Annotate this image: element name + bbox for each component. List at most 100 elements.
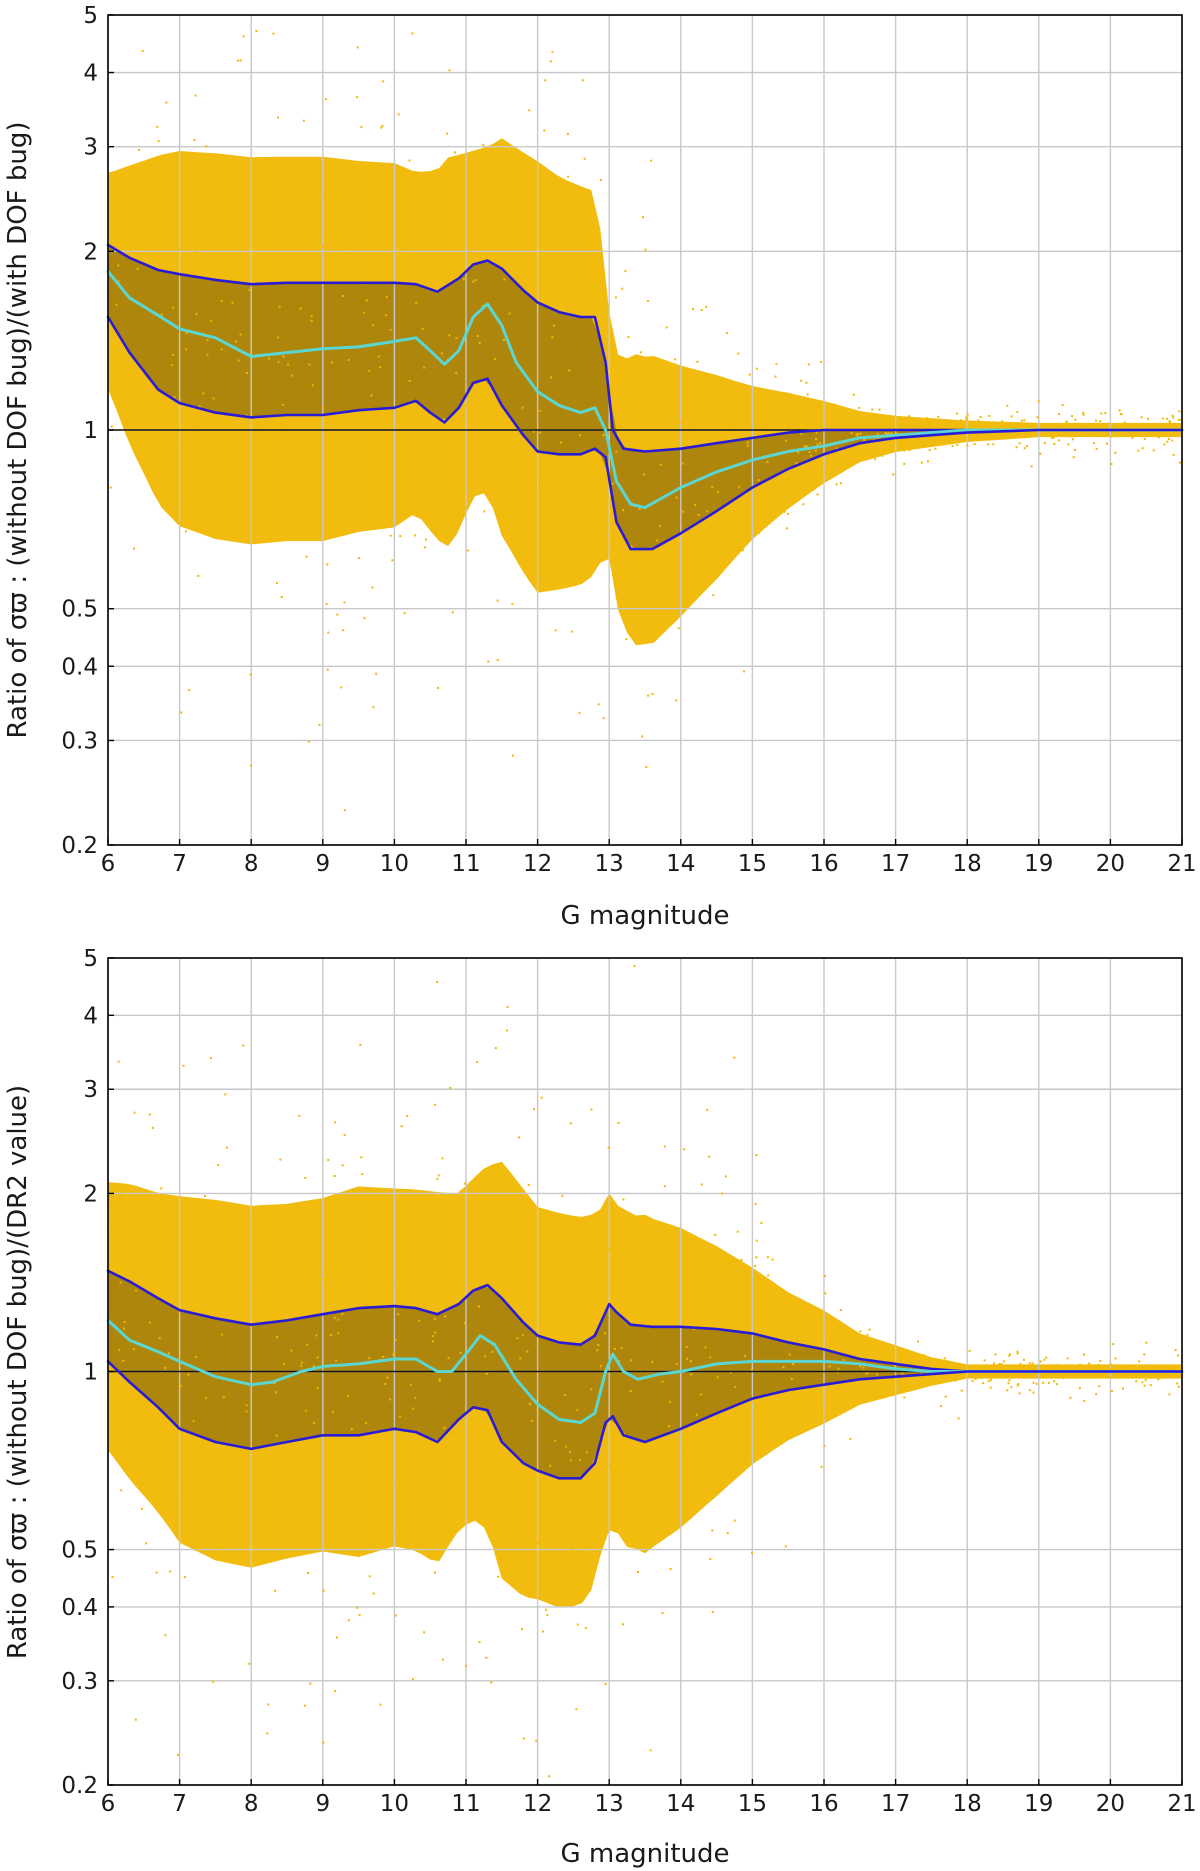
scatter-point	[434, 1331, 437, 1334]
scatter-point	[506, 1006, 509, 1009]
scatter-point	[343, 601, 346, 604]
scatter-point	[496, 599, 499, 602]
scatter-point	[866, 1371, 869, 1374]
scatter-point	[564, 305, 567, 308]
scatter-point	[245, 1404, 248, 1407]
scatter-point	[141, 1507, 144, 1510]
scatter-point	[249, 673, 252, 676]
scatter-point	[859, 1365, 862, 1368]
scatter-point	[1074, 448, 1077, 451]
x-tick-label: 11	[451, 851, 480, 877]
scatter-point	[1138, 1360, 1141, 1363]
scatter-point	[856, 1340, 859, 1343]
scatter-point	[185, 332, 188, 335]
scatter-point	[617, 1122, 620, 1124]
scatter-point	[393, 1351, 396, 1354]
scatter-point	[907, 443, 910, 446]
scatter-point	[429, 1296, 432, 1299]
scatter-point	[583, 157, 586, 160]
median-line	[106, 1318, 1184, 1424]
scatter-point	[1174, 1349, 1177, 1351]
scatter-point	[688, 1254, 690, 1257]
scatter-point	[982, 1382, 985, 1385]
scatter-point	[1122, 1387, 1124, 1390]
scatter-point	[729, 1463, 732, 1466]
scatter-point	[992, 443, 995, 446]
scatter-point	[1045, 1356, 1048, 1359]
scatter-point	[833, 403, 836, 406]
scatter-point	[199, 486, 202, 489]
scatter-point	[755, 1417, 758, 1420]
scatter-point	[380, 126, 383, 129]
scatter-point	[683, 1450, 686, 1453]
scatter-point	[381, 468, 384, 471]
scatter-point	[304, 1409, 307, 1412]
scatter-point	[862, 1366, 865, 1369]
scatter-point	[977, 419, 980, 422]
scatter-point	[709, 1356, 712, 1359]
scatter-point	[1171, 1375, 1174, 1377]
scatter-point	[753, 1298, 756, 1301]
scatter-point	[1116, 431, 1119, 433]
scatter-point	[340, 686, 343, 689]
scatter-point	[1133, 1364, 1136, 1367]
scatter-point	[719, 1297, 722, 1300]
scatter-point	[1009, 1353, 1011, 1356]
scatter-point	[210, 520, 212, 523]
scatter-point	[177, 248, 180, 251]
scatter-point	[182, 1064, 185, 1067]
scatter-point	[856, 432, 859, 435]
scatter-point	[920, 1372, 923, 1375]
scatter-point	[653, 419, 656, 422]
scatter-point	[238, 1260, 241, 1263]
scatter-point	[256, 489, 259, 492]
density-core	[108, 244, 1182, 550]
scatter-point	[380, 473, 383, 476]
scatter-point	[891, 415, 894, 418]
scatter-point	[133, 1111, 136, 1114]
scatter-point	[283, 1235, 286, 1238]
scatter-point	[1016, 1352, 1019, 1355]
scatter-point	[1009, 1365, 1012, 1368]
scatter-point	[665, 326, 668, 329]
scatter-point	[669, 1568, 672, 1570]
scatter-point	[430, 524, 433, 527]
x-tick-label: 8	[244, 1791, 259, 1817]
scatter-point	[441, 1157, 444, 1160]
scatter-point	[694, 404, 697, 407]
scatter-point	[744, 1355, 747, 1358]
scatter-point	[1153, 1366, 1156, 1369]
scatter-point	[485, 1372, 488, 1375]
scatter-point	[360, 1252, 363, 1255]
scatter-point	[922, 445, 925, 448]
scatter-point	[312, 1365, 315, 1368]
scatter-point	[599, 179, 602, 181]
scatter-point	[1108, 1375, 1111, 1378]
scatter-point	[451, 611, 454, 614]
scatter-point	[196, 1300, 199, 1303]
scatter-point	[177, 499, 179, 501]
scatter-point	[951, 421, 954, 424]
scatter-point	[949, 435, 952, 438]
scatter-point	[277, 116, 279, 119]
scatter-point	[140, 203, 143, 206]
scatter-point	[521, 479, 524, 482]
scatter-point	[1098, 424, 1101, 427]
scatter-point	[824, 1292, 827, 1295]
scatter-point	[363, 311, 366, 314]
scatter-point	[242, 35, 245, 38]
scatter-point	[1124, 1374, 1126, 1377]
scatter-point	[1098, 1385, 1101, 1388]
scatter-point	[746, 513, 749, 516]
scatter-point	[111, 1227, 114, 1230]
scatter-point	[590, 1388, 593, 1391]
scatter-point	[117, 1060, 120, 1063]
scatter-point	[885, 1354, 888, 1357]
scatter-point	[497, 1575, 500, 1578]
scatter-point	[550, 376, 552, 379]
scatter-point	[1172, 1367, 1175, 1369]
scatter-point	[946, 439, 949, 442]
scatter-point	[1010, 415, 1013, 418]
scatter-point	[591, 1255, 593, 1258]
scatter-point	[476, 334, 479, 337]
